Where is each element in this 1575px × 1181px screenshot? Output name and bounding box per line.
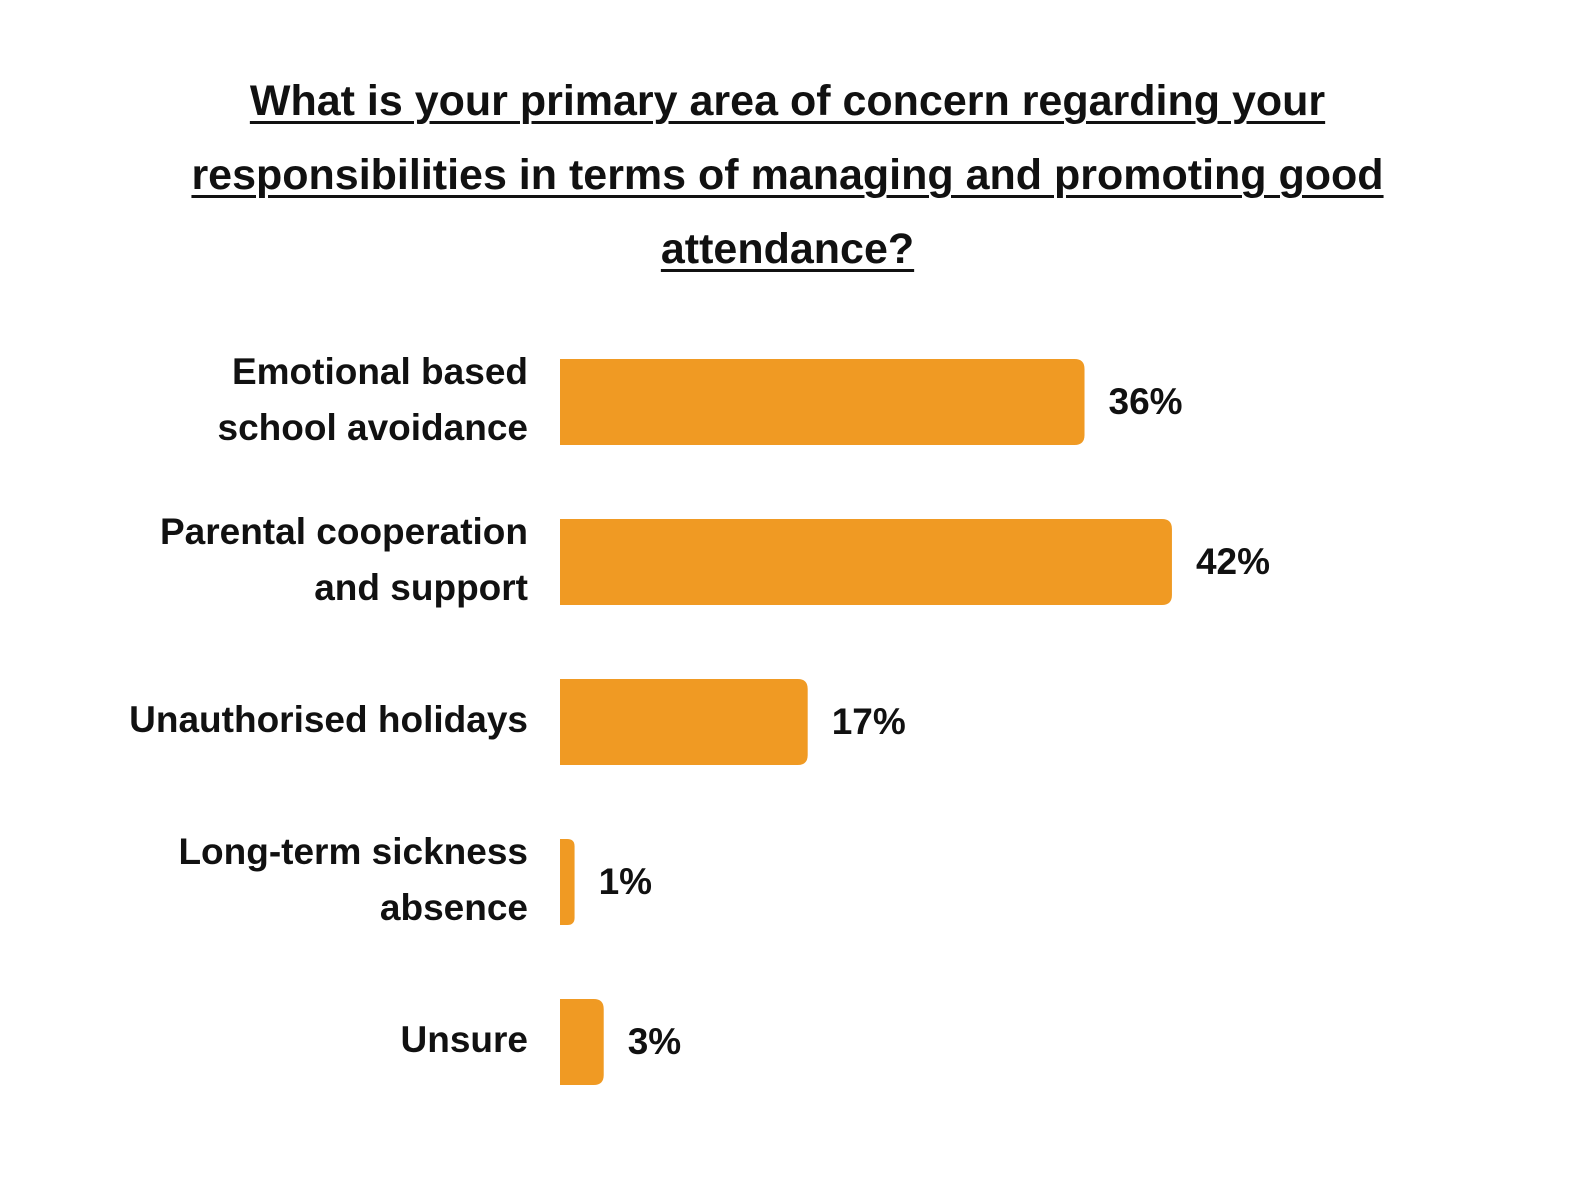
category-label: Unsure [401,1019,528,1060]
value-label: 17% [832,701,906,742]
value-label: 1% [599,861,652,902]
bar [560,359,1085,445]
bar [560,839,575,925]
chart-title: What is your primary area of concern reg… [191,77,1384,273]
category-label: Emotional based school avoidance [218,351,529,448]
bar [560,999,604,1085]
category-label: Unauthorised holidays [129,699,528,740]
category-label: Parental cooperation and support [160,511,528,608]
value-label: 3% [628,1021,681,1062]
category-label: Long-term sickness absence [178,831,528,928]
value-label: 42% [1196,541,1270,582]
bar [560,679,808,765]
bar [560,519,1172,605]
value-label: 36% [1109,381,1183,422]
